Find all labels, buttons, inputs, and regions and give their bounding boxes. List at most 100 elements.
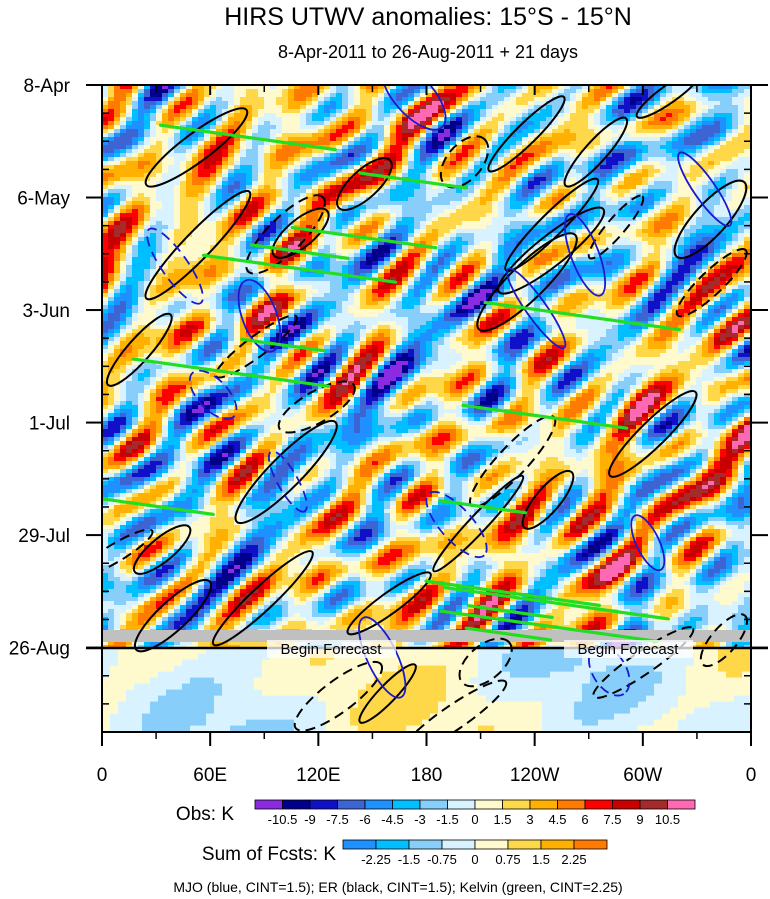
contour-ellipse xyxy=(271,207,330,259)
contour-ellipse xyxy=(630,514,666,572)
colorbar-swatch xyxy=(474,799,503,810)
contour-ellipse xyxy=(635,85,703,119)
colorbar-level-label: 3 xyxy=(526,812,533,827)
contour-ellipse xyxy=(245,194,326,275)
y-axis: 8-Apr 6-May 3-Jun 1-Jul 29-Jul 26-Aug xyxy=(9,76,768,705)
contour-ellipse xyxy=(506,267,567,350)
colorbar-level-label: -1.5 xyxy=(436,812,458,827)
colorbar-swatch xyxy=(573,839,608,850)
x-tick-label: 60E xyxy=(193,765,227,786)
colorbar-level-label: 9 xyxy=(636,812,643,827)
forecast-label-bg-left xyxy=(267,640,396,658)
contour-ellipse xyxy=(336,157,393,211)
kelvin-contour xyxy=(439,609,659,644)
colorbar-swatch xyxy=(254,799,283,810)
contour-ellipse xyxy=(425,490,488,559)
forecast-label-left: Begin Forecast xyxy=(281,641,383,658)
contour-ellipse xyxy=(497,206,606,295)
y-tick-label: 1-Jul xyxy=(29,414,70,435)
forecast-label-bg-right xyxy=(564,640,693,658)
colorbar-swatch xyxy=(502,799,531,810)
colorbar-swatch xyxy=(375,839,410,850)
colorbar-swatch xyxy=(667,799,696,810)
colorbar-level-label: -7.5 xyxy=(326,812,348,827)
colorbar-level-label: -2.25 xyxy=(361,852,391,867)
kelvin-contour xyxy=(424,579,601,607)
x-tick-label: 120E xyxy=(296,765,340,786)
colorbar-level-label: 6 xyxy=(581,812,588,827)
x-tick-label: 0 xyxy=(746,765,757,786)
contour-ellipse xyxy=(144,107,249,188)
x-tick-label: 180 xyxy=(411,765,443,786)
colorbar-swatch xyxy=(282,799,311,810)
kelvin-contour xyxy=(467,604,554,619)
contour-ellipse xyxy=(587,194,645,260)
contour-ellipse xyxy=(267,450,308,513)
kelvin-contour xyxy=(131,357,331,388)
kelvin-contour xyxy=(158,123,337,152)
contour-ellipse xyxy=(132,524,192,575)
contour-ellipse xyxy=(346,571,432,636)
contour-ellipse xyxy=(293,660,384,732)
colorbar-level-label: 10.5 xyxy=(655,812,680,827)
colorbar-level-label: 7.5 xyxy=(603,812,621,827)
colorbar-swatch xyxy=(584,799,613,810)
observed-anomaly-field xyxy=(102,85,751,650)
colorbar-swatch xyxy=(441,839,476,850)
colorbar-level-label: 0 xyxy=(471,812,478,827)
kelvin-contour xyxy=(438,499,527,515)
kelvin-contour xyxy=(461,403,629,430)
x-tick-label: 0 xyxy=(97,765,108,786)
contour-ellipse xyxy=(675,248,748,318)
colorbar-level-label: 2.25 xyxy=(561,852,586,867)
colorbar-swatch xyxy=(419,799,448,810)
kelvin-contour xyxy=(358,171,468,190)
kelvin-contour xyxy=(240,337,327,353)
contour-ellipse xyxy=(358,663,417,724)
contour-ellipse xyxy=(400,679,508,732)
colorbar-level-label: -4.5 xyxy=(381,812,403,827)
colorbar-swatch xyxy=(447,799,476,810)
colorbar-level-label: 0.75 xyxy=(495,852,520,867)
colorbar-swatch xyxy=(557,799,586,810)
kelvin-contour xyxy=(464,626,553,642)
colorbar-swatch xyxy=(392,799,421,810)
colorbar-swatch xyxy=(309,799,338,810)
colorbar-swatch xyxy=(474,839,509,850)
kelvin-contour xyxy=(483,300,682,332)
colorbar-level-label: -6 xyxy=(359,812,371,827)
colorbar-swatch xyxy=(612,799,641,810)
forecast-colorbar: -2.25 -1.5 -0.75 0 0.75 1.5 2.25 xyxy=(342,839,608,867)
kelvin-contour xyxy=(201,253,398,284)
colorbar-level-label: -9 xyxy=(304,812,316,827)
wave-contours xyxy=(102,85,749,732)
contour-ellipse xyxy=(188,369,238,420)
colorbar-swatch xyxy=(540,839,575,850)
colorbar-level-label: 4.5 xyxy=(548,812,566,827)
contour-ellipse xyxy=(487,95,566,173)
contour-ellipse xyxy=(592,626,695,699)
obs-colorbar: -10.5 -9 -7.5 -6 -4.5 -3 -1.5 0 1.5 3 4.5 6 7.5 9 10.5 xyxy=(254,799,696,827)
contour-ellipse xyxy=(381,85,447,131)
contour-ellipse xyxy=(133,578,213,653)
contour-ellipse xyxy=(234,419,338,525)
fcst-colorbar-label: Sum of Fcsts: K xyxy=(202,844,336,865)
kelvin-contour xyxy=(290,225,438,250)
contour-ellipse xyxy=(105,312,173,387)
contour-ellipse xyxy=(521,469,575,530)
kelvin-contour xyxy=(102,497,215,516)
chart-title: HIRS UTWV anomalies: 15°S - 15°N xyxy=(224,3,632,31)
contour-ellipse xyxy=(504,177,600,272)
colorbar-level-label: -0.75 xyxy=(427,852,457,867)
y-tick-label: 26-Aug xyxy=(9,639,70,660)
colorbar-level-label: 1.5 xyxy=(532,852,550,867)
y-tick-label: 29-Jul xyxy=(18,526,70,547)
colorbar-swatch xyxy=(529,799,558,810)
contour-ellipse xyxy=(277,380,356,434)
kelvin-contour xyxy=(442,585,670,621)
colorbar-level-label: -10.5 xyxy=(268,812,298,827)
contour-ellipse xyxy=(146,227,204,305)
forecast-anomaly-field xyxy=(102,647,751,732)
colorbar-swatch xyxy=(337,799,366,810)
